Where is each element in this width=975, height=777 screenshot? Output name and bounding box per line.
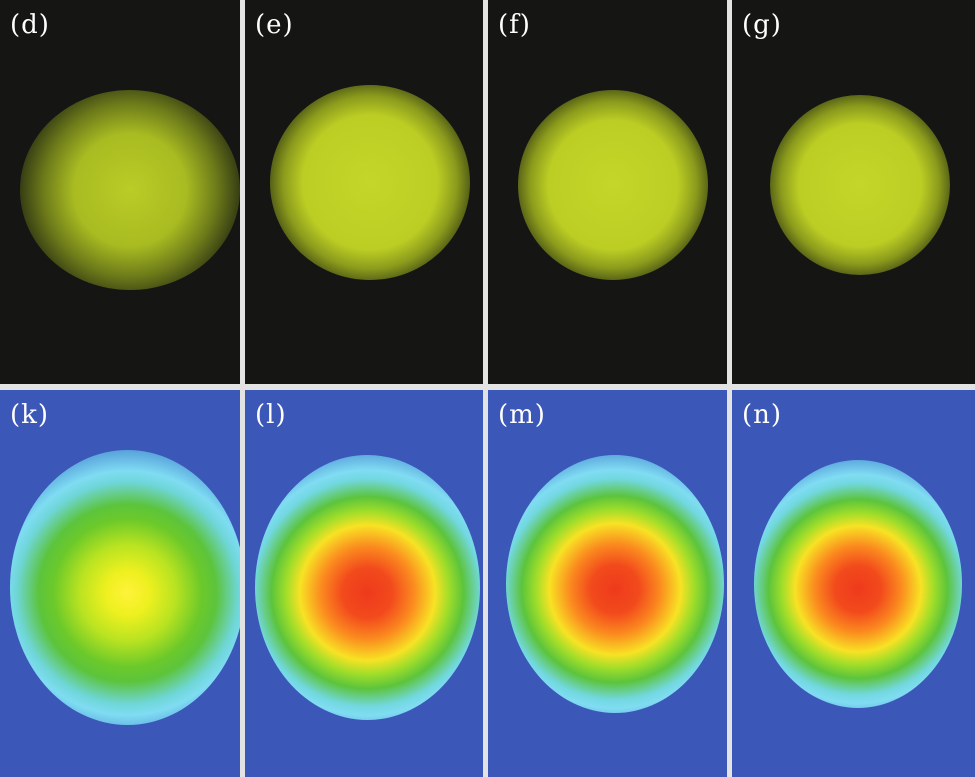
panel-n: (n) [732,390,975,777]
fluorescence-spot [770,95,950,275]
panel-label: (l) [255,400,287,430]
panel-k: (k) [0,390,240,777]
panel-label: (m) [498,400,546,430]
panel-label: (k) [10,400,50,430]
panel-d: (d) [0,0,240,384]
intensity-map-spot [255,455,480,720]
panel-label: (d) [10,10,50,40]
fluorescence-spot [518,90,708,280]
panel-f: (f) [488,0,727,384]
fluorescence-spot [20,90,240,290]
panel-label: (g) [742,10,782,40]
panel-label: (f) [498,10,531,40]
fluorescence-spot [270,85,470,280]
panel-e: (e) [245,0,483,384]
intensity-map-spot [754,460,962,708]
intensity-map-spot [10,450,240,725]
panel-label: (e) [255,10,294,40]
panel-label: (n) [742,400,783,430]
panel-m: (m) [488,390,727,777]
intensity-map-spot [506,455,724,713]
panel-l: (l) [245,390,483,777]
panel-g: (g) [732,0,975,384]
